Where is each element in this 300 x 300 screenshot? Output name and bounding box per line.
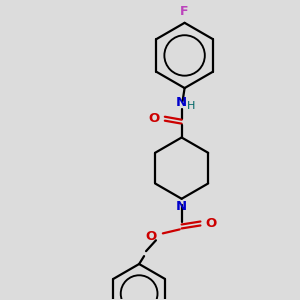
Text: F: F [180,5,189,18]
Text: N: N [176,200,187,213]
Text: O: O [148,112,160,125]
Text: H: H [187,101,196,111]
Text: N: N [176,96,187,110]
Text: O: O [146,230,157,243]
Text: O: O [206,217,217,230]
